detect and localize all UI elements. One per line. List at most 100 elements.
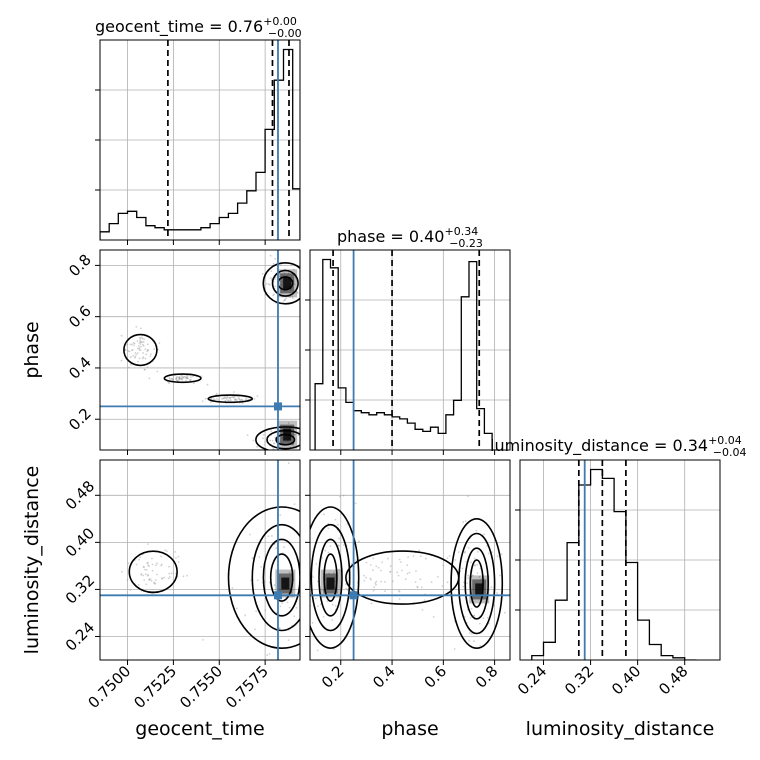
sample-point	[378, 567, 380, 569]
truth-marker	[274, 402, 282, 410]
sample-point	[128, 367, 130, 369]
contours	[129, 507, 335, 648]
sample-point	[130, 589, 132, 591]
sample-point	[399, 598, 401, 600]
sample-point	[145, 354, 147, 356]
sample-point	[147, 574, 149, 576]
sample-point	[488, 553, 490, 555]
sample-point	[186, 575, 188, 577]
sample-point	[254, 398, 256, 400]
sample-point	[256, 395, 258, 397]
sample-point	[134, 356, 136, 358]
sample-point	[311, 437, 313, 439]
sample-point	[380, 581, 382, 583]
sample-point	[141, 337, 143, 339]
sample-point	[365, 577, 367, 579]
sample-point	[274, 666, 276, 668]
sample-point	[409, 572, 411, 574]
sample-point	[229, 397, 231, 399]
sample-point	[273, 443, 275, 445]
sample-point	[163, 577, 165, 579]
sample-point	[476, 530, 478, 532]
sample-point	[474, 564, 476, 566]
sample-point	[137, 347, 139, 349]
sample-point	[482, 617, 484, 619]
sample-point	[294, 503, 296, 505]
sample-point	[263, 434, 265, 436]
sample-point	[178, 376, 180, 378]
title-phase: phase = 0.40+0.34 −0.23	[337, 225, 483, 250]
x-tick-label: 0.32	[561, 662, 597, 698]
sample-point	[154, 582, 156, 584]
sample-point	[323, 616, 325, 618]
sample-point	[179, 378, 181, 380]
sample-point	[447, 557, 449, 559]
y-tick-label: 0.40	[62, 524, 98, 560]
sample-point	[501, 553, 503, 555]
sample-point	[137, 352, 139, 354]
sample-point	[271, 678, 273, 680]
sample-point	[499, 575, 501, 577]
panel-frame	[100, 250, 300, 450]
sample-point	[127, 562, 129, 564]
sample-point	[389, 571, 391, 573]
title-geocent-time: geocent_time = 0.76+0.00 −0.00	[95, 15, 302, 40]
sample-point	[130, 356, 132, 358]
sample-point	[272, 294, 274, 296]
sample-point	[346, 588, 348, 590]
sample-point	[233, 391, 235, 393]
sample-point	[285, 298, 287, 300]
sample-point	[299, 454, 301, 456]
sample-point	[231, 396, 233, 398]
sample-point	[132, 355, 134, 357]
sample-point	[135, 354, 137, 356]
sample-point	[355, 503, 357, 505]
sample-point	[190, 376, 192, 378]
sample-point	[321, 671, 323, 673]
tick-layer: 0.75000.75250.75500.7575 0.2 0.4 0.6 0.8 0.24…	[62, 90, 692, 712]
sample-point	[143, 345, 145, 347]
density-cell	[327, 578, 335, 590]
x-tick-label: 0.7575	[222, 662, 272, 712]
sample-point	[375, 582, 377, 584]
sample-point	[305, 611, 307, 613]
sample-point	[366, 562, 368, 564]
sample-point	[468, 640, 470, 642]
sample-point	[363, 575, 365, 577]
sample-point	[144, 348, 146, 350]
sample-point	[141, 573, 143, 575]
sample-point	[125, 349, 127, 351]
sample-point	[144, 569, 146, 571]
sample-point	[316, 582, 318, 584]
sample-point	[415, 570, 417, 572]
sample-point	[339, 496, 341, 498]
sample-point	[372, 569, 374, 571]
sample-point	[171, 572, 173, 574]
sample-point	[454, 559, 456, 561]
sample-point	[442, 585, 444, 587]
sample-point	[335, 605, 337, 607]
sample-point	[289, 687, 291, 689]
x-tick-label: 0.4	[369, 662, 399, 692]
sample-point	[268, 283, 270, 285]
sample-point	[323, 513, 325, 515]
sample-point	[479, 623, 481, 625]
sample-point	[185, 377, 187, 379]
sample-point	[241, 399, 243, 401]
sample-point	[156, 371, 158, 373]
sample-point	[355, 559, 357, 561]
sample-point	[260, 566, 262, 568]
sample-point	[296, 607, 298, 609]
sample-point	[255, 610, 257, 612]
sample-point	[193, 382, 195, 384]
sample-point	[131, 350, 133, 352]
sample-point	[332, 604, 334, 606]
sample-point	[425, 558, 427, 560]
sample-point	[175, 379, 177, 381]
sample-point	[497, 555, 499, 557]
sample-point	[477, 551, 479, 553]
sample-point	[470, 562, 472, 564]
sample-point	[252, 440, 254, 442]
sample-point	[140, 346, 142, 348]
sample-point	[139, 358, 141, 360]
